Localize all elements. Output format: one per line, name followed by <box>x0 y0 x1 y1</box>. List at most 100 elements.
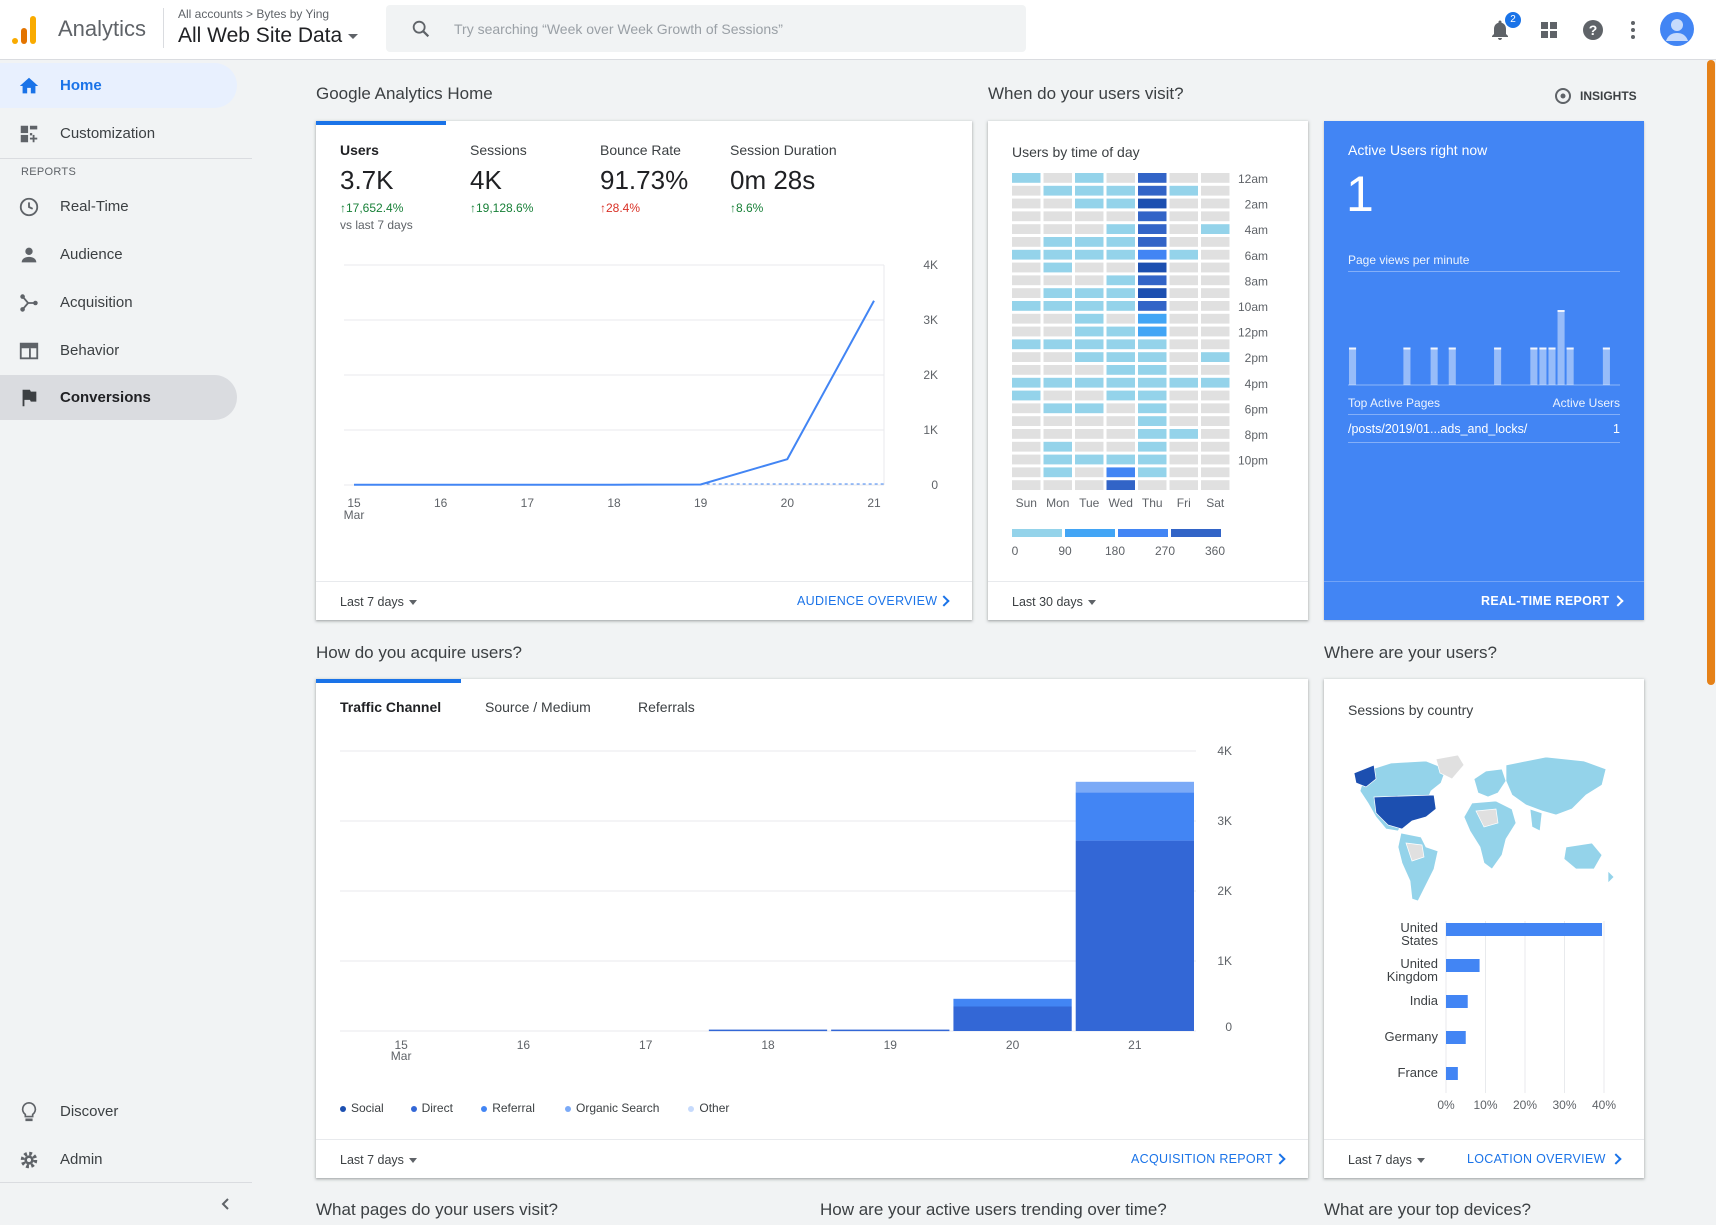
location-overview-link[interactable]: LOCATION OVERVIEW <box>1467 1152 1606 1166</box>
view-selector[interactable]: All Web Site Data <box>178 24 359 48</box>
date-range-dropdown[interactable]: Last 7 days <box>1348 1153 1425 1167</box>
heatmap-cell <box>1169 224 1198 234</box>
heatmap-cell <box>1169 454 1198 465</box>
y-tick-label: 4K <box>923 258 938 272</box>
sidebar-item-acquisition[interactable]: Acquisition <box>0 280 237 325</box>
hour-label: 2am <box>1245 198 1268 212</box>
color-scale-label: 270 <box>1155 544 1175 558</box>
analytics-logo[interactable] <box>10 14 40 44</box>
heatmap-cell <box>1075 352 1104 362</box>
hour-label: 12pm <box>1238 326 1268 340</box>
more-vert-icon[interactable] <box>1621 18 1645 42</box>
x-tick-label: 16 <box>434 496 448 510</box>
metric-label: Bounce Rate <box>600 142 681 158</box>
metric-users[interactable]: Users 3.7K ↑17,652.4% vs last 7 days <box>316 121 446 232</box>
heatmap-cell <box>1043 339 1072 350</box>
home-icon <box>19 77 39 94</box>
metric-session-duration[interactable]: Session Duration 0m 28s ↑8.6% <box>706 121 846 231</box>
audience-overview-link[interactable]: AUDIENCE OVERVIEW <box>797 594 938 608</box>
x-tick-label: 10% <box>1473 1098 1497 1112</box>
sidebar-item-realtime[interactable]: Real-Time <box>0 184 237 229</box>
world-map[interactable] <box>1346 751 1620 911</box>
date-range-dropdown[interactable]: Last 7 days <box>340 1153 417 1167</box>
heatmap-cell <box>1138 429 1167 439</box>
top-devices-title: What are your top devices? <box>1324 1200 1531 1219</box>
sidebar-item-label: Admin <box>60 1151 103 1168</box>
heatmap-cell <box>1012 275 1041 286</box>
sidebar-item-conversions[interactable]: Conversions <box>0 375 237 420</box>
sidebar-item-home[interactable]: Home <box>0 63 237 108</box>
heatmap-cell <box>1075 275 1104 286</box>
heatmap-cell <box>1075 339 1104 350</box>
legend-item[interactable]: Other <box>688 1101 729 1115</box>
heatmap-cell <box>1138 237 1167 247</box>
tab-traffic-channel[interactable]: Traffic Channel <box>340 699 442 715</box>
heatmap-cell <box>1012 326 1041 337</box>
heatmap-cell <box>1201 198 1230 209</box>
help-icon[interactable]: ? <box>1581 18 1605 42</box>
day-label: Tue <box>1079 496 1100 510</box>
x-tick-label: 19 <box>694 496 708 510</box>
users-by-time-heatmap: 12am 2am 4am 6am 8am 10am 12pm 2pm 4pm 6pm 8pm 10pm… <box>1012 172 1268 558</box>
heatmap-cell <box>1169 441 1198 452</box>
legend-item[interactable]: Social <box>340 1101 384 1115</box>
heatmap-cell <box>1012 173 1041 183</box>
pages-section-title: What pages do your users visit? <box>316 1200 558 1219</box>
chart-legend: Social Direct Referral Organic Search Other <box>316 1099 1308 1119</box>
sidebar-item-behavior[interactable]: Behavior <box>0 328 237 373</box>
scrollbar-thumb[interactable] <box>1707 60 1715 685</box>
sidebar-item-audience[interactable]: Audience <box>0 232 237 277</box>
date-range-dropdown[interactable]: Last 7 days <box>340 595 417 609</box>
heatmap-cell <box>1075 441 1104 452</box>
pageview-bar <box>1539 347 1547 385</box>
sidebar-item-customization[interactable]: Customization <box>0 111 237 156</box>
heatmap-cell <box>1138 352 1167 362</box>
legend-item[interactable]: Referral <box>481 1101 535 1115</box>
y-tick-label: 4K <box>1217 744 1232 758</box>
heatmap-cell <box>1043 301 1072 311</box>
date-range-dropdown[interactable]: Last 30 days <box>1012 595 1096 609</box>
heatmap-cell <box>1043 441 1072 452</box>
metric-sessions[interactable]: Sessions 4K ↑19,128.6% <box>446 121 576 231</box>
legend-item[interactable]: Organic Search <box>565 1101 659 1115</box>
breadcrumb[interactable]: All accounts > Bytes by Ying <box>178 7 330 21</box>
notifications-icon[interactable] <box>1488 18 1512 42</box>
pageview-bar-cap <box>1557 310 1565 312</box>
sidebar-item-admin[interactable]: Admin <box>0 1137 237 1182</box>
heatmap-cell <box>1201 429 1230 439</box>
collapse-sidebar-icon[interactable] <box>218 1196 234 1212</box>
heatmap-cell <box>1075 173 1104 183</box>
pageviews-per-minute-chart <box>1348 310 1620 386</box>
insights-icon <box>1555 88 1571 104</box>
search-bar[interactable]: Try searching “Week over Week Growth of … <box>386 5 1026 52</box>
caret-down-icon <box>1087 600 1096 606</box>
hour-label: 10am <box>1238 300 1268 314</box>
heatmap-cell <box>1138 326 1167 337</box>
heatmap-cell <box>1169 249 1198 260</box>
scrollbar-track[interactable] <box>1706 60 1716 1225</box>
active-page-link[interactable]: /posts/2019/01...ads_and_locks/ <box>1348 422 1528 436</box>
country-chart-subtitle: Sessions by country <box>1348 702 1474 718</box>
color-scale-label: 180 <box>1105 544 1125 558</box>
sidebar-item-label: Conversions <box>60 389 151 406</box>
country-label: United <box>1400 920 1438 935</box>
legend-item[interactable]: Direct <box>410 1101 453 1115</box>
heatmap-cell <box>1075 185 1104 196</box>
heatmap-cell <box>1106 403 1135 414</box>
apps-grid-icon[interactable] <box>1537 18 1561 42</box>
home-section-title: Google Analytics Home <box>316 84 493 103</box>
hour-label: 6am <box>1245 249 1268 263</box>
heatmap-cell <box>1106 377 1135 388</box>
sidebar-item-discover[interactable]: Discover <box>0 1089 237 1134</box>
realtime-card: Active Users right now 1 Page views per … <box>1324 121 1644 620</box>
heatmap-cell <box>1043 467 1072 478</box>
realtime-report-link[interactable]: REAL-TIME REPORT <box>1481 594 1610 608</box>
acquisition-report-link[interactable]: ACQUISITION REPORT <box>1131 1152 1273 1166</box>
account-avatar[interactable] <box>1660 12 1694 46</box>
metric-bounce-rate[interactable]: Bounce Rate 91.73% ↑28.4% <box>576 121 706 231</box>
tab-referrals[interactable]: Referrals <box>638 699 695 715</box>
pageviews-label: Page views per minute <box>1348 253 1470 267</box>
metric-change: ↑28.4% <box>600 201 641 215</box>
day-label: Fri <box>1177 496 1191 510</box>
tab-source-medium[interactable]: Source / Medium <box>485 699 591 715</box>
